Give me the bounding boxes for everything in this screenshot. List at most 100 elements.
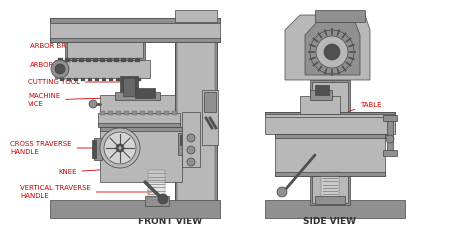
Text: CROSS TRAVERSE
HANDLE: CROSS TRAVERSE HANDLE — [10, 141, 96, 155]
Bar — [265, 200, 405, 218]
Bar — [100, 127, 182, 131]
Text: TABLE: TABLE — [338, 102, 382, 115]
Bar — [172, 111, 177, 115]
Circle shape — [187, 146, 195, 154]
Circle shape — [187, 158, 195, 166]
Bar — [265, 112, 395, 134]
Bar — [383, 115, 397, 121]
Circle shape — [100, 128, 140, 168]
Bar — [128, 58, 133, 62]
Text: SIDE VIEW: SIDE VIEW — [303, 218, 356, 227]
Circle shape — [324, 44, 340, 60]
Bar — [94, 138, 102, 160]
Bar — [321, 172, 339, 202]
Text: KNEE: KNEE — [58, 166, 141, 175]
Bar — [156, 111, 161, 115]
Bar — [275, 134, 385, 138]
Bar — [67, 78, 71, 81]
Polygon shape — [285, 15, 370, 80]
Bar — [275, 134, 385, 176]
Bar — [130, 78, 134, 81]
Bar — [387, 118, 393, 153]
Bar — [315, 10, 365, 22]
Bar — [108, 111, 113, 115]
Bar — [115, 92, 160, 100]
Bar — [92, 140, 96, 158]
Bar — [175, 18, 217, 213]
Bar — [164, 111, 169, 115]
Bar — [145, 196, 169, 206]
Bar — [100, 58, 105, 62]
Bar — [50, 38, 220, 42]
Bar — [60, 78, 64, 81]
Text: FRONT VIEW: FRONT VIEW — [138, 218, 202, 227]
Bar — [93, 58, 98, 62]
Bar — [315, 85, 329, 95]
Circle shape — [316, 36, 348, 68]
Circle shape — [386, 135, 394, 143]
Bar — [135, 58, 140, 62]
Bar — [132, 111, 137, 115]
Bar — [50, 200, 220, 218]
Bar — [182, 112, 200, 167]
Circle shape — [158, 194, 168, 204]
Circle shape — [118, 146, 122, 150]
Bar — [100, 95, 175, 113]
Bar — [81, 78, 85, 81]
Bar — [180, 135, 186, 145]
Bar — [177, 20, 215, 211]
Circle shape — [89, 100, 97, 108]
Bar — [120, 76, 138, 98]
Text: VERTICAL TRAVERSE
HANDLE: VERTICAL TRAVERSE HANDLE — [20, 186, 151, 199]
Bar — [315, 196, 345, 204]
Bar — [98, 113, 180, 125]
Circle shape — [187, 134, 195, 142]
Bar — [65, 58, 70, 62]
Bar — [98, 123, 180, 127]
Bar — [100, 111, 105, 115]
Text: CUTTING TOOL: CUTTING TOOL — [28, 79, 126, 85]
Bar — [383, 150, 397, 156]
Bar — [114, 58, 119, 62]
Bar — [148, 111, 153, 115]
Bar — [123, 78, 127, 81]
Bar — [109, 78, 113, 81]
Text: FEED
HANDLE: FEED HANDLE — [365, 123, 394, 140]
Bar — [67, 42, 143, 58]
Circle shape — [55, 64, 65, 74]
Circle shape — [310, 30, 354, 74]
Bar — [178, 133, 186, 155]
Polygon shape — [305, 22, 360, 75]
Bar — [100, 127, 182, 182]
Bar — [175, 18, 217, 213]
Bar — [312, 82, 348, 203]
Bar — [116, 111, 121, 115]
Bar — [116, 78, 120, 81]
Bar — [72, 58, 77, 62]
Bar — [135, 88, 155, 98]
Bar — [265, 112, 395, 117]
Circle shape — [104, 132, 136, 164]
Bar — [137, 78, 141, 81]
Bar — [202, 90, 218, 145]
Bar — [79, 58, 84, 62]
Bar — [55, 60, 150, 78]
Circle shape — [116, 144, 124, 152]
Bar — [50, 18, 220, 23]
Bar — [121, 58, 126, 62]
Text: ARBOR: ARBOR — [30, 62, 91, 69]
Bar — [310, 80, 350, 205]
Bar — [123, 78, 135, 96]
Text: MACHINE
VICE: MACHINE VICE — [28, 94, 137, 106]
Bar — [300, 96, 340, 114]
Bar — [310, 90, 332, 100]
Bar — [148, 170, 165, 200]
Bar — [124, 111, 129, 115]
Bar — [88, 78, 92, 81]
Circle shape — [277, 187, 287, 197]
Text: OVER ARM: OVER ARM — [75, 19, 171, 26]
Text: ARBOR BRACKET: ARBOR BRACKET — [30, 43, 141, 50]
Bar — [58, 58, 63, 62]
Bar — [175, 10, 217, 22]
Bar — [275, 172, 385, 176]
